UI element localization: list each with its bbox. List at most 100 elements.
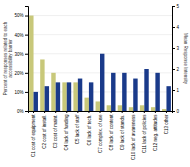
tick-label: 3 [177, 46, 180, 51]
bar [151, 107, 155, 111]
bar [107, 105, 111, 111]
bar [89, 82, 93, 111]
bar [73, 82, 77, 111]
bar [133, 79, 137, 111]
tick-label: C6 lack of tech. [86, 115, 91, 146]
tick: 3 [172, 46, 180, 51]
tick-mark [88, 111, 89, 113]
tick: C4 lack of funding [64, 111, 69, 151]
x-axis: C1 cost of equipment C2 cost of install. C… [29, 111, 173, 160]
tick-mark [25, 16, 28, 17]
tick: 1 [172, 88, 180, 93]
bar [100, 54, 104, 111]
tick: C12 neg. attitudes [153, 111, 158, 151]
grid-line [28, 15, 172, 16]
tick-label: 0 [177, 109, 180, 114]
tick-mark [172, 90, 175, 91]
bar [84, 98, 88, 111]
tick-label: 30% [14, 52, 23, 57]
tick-mark [100, 111, 101, 113]
tick-label: C8 lack of content [109, 114, 114, 151]
tick-mark [172, 48, 175, 49]
bar [67, 82, 71, 111]
tick: 0% [17, 109, 28, 114]
tick-label: 10% [14, 90, 23, 95]
grid-line [28, 34, 172, 35]
tick-label: 4 [177, 25, 180, 30]
tick-mark [25, 54, 28, 55]
tick-label: 40% [14, 33, 23, 38]
bar [62, 82, 66, 111]
tick-mark [25, 73, 28, 74]
grid [28, 16, 172, 111]
bar [45, 86, 49, 111]
tick-mark [144, 111, 145, 113]
tick: 20% [14, 71, 28, 76]
tick-label: C5 lack of staff [75, 114, 80, 144]
tick-mark [172, 27, 175, 28]
tick: C3 cost of maint. [53, 111, 58, 148]
axis-line [29, 112, 173, 114]
bar [40, 59, 44, 111]
tick: C10 lack of awareness [131, 111, 136, 160]
tick-label: C7 complex. of use [98, 114, 103, 153]
tick-label: C12 neg. attitudes [153, 114, 158, 151]
tick: 10% [14, 90, 28, 95]
tick-label: C13 other [164, 114, 169, 134]
tick: 5 [172, 4, 180, 9]
tick-mark [25, 111, 28, 112]
bar [162, 109, 166, 111]
axis-line [25, 7, 29, 112]
tick: C9 lack of stands. [120, 111, 125, 150]
tick-label: C9 lack of stands. [120, 115, 125, 151]
tick-mark [172, 6, 175, 7]
bars [29, 16, 171, 111]
bar [51, 73, 55, 111]
tick-mark [77, 111, 78, 113]
bar [34, 92, 38, 111]
tick-mark [55, 111, 56, 113]
tick: C6 lack of tech. [86, 111, 91, 146]
tick: 40% [14, 33, 28, 38]
tick-label: C2 cost of install. [42, 115, 47, 149]
tick-label: C11 lack of policies [142, 114, 147, 153]
tick-mark [44, 111, 45, 113]
y2-axis: 0 1 2 3 4 5 [172, 4, 180, 114]
tick-mark [25, 35, 28, 36]
tick: C11 lack of policies [142, 111, 147, 153]
tick-mark [166, 111, 167, 113]
bar [56, 82, 60, 111]
tick-label: C10 lack of awareness [131, 114, 136, 160]
tick: 2 [172, 67, 180, 72]
bar-series [29, 16, 166, 111]
bar [166, 86, 170, 111]
bar [144, 69, 148, 111]
bar [140, 105, 144, 111]
bar [118, 105, 122, 111]
tick-mark [66, 111, 67, 113]
tick-label: 20% [14, 71, 23, 76]
bar [78, 79, 82, 111]
tick-label: 0% [17, 109, 24, 114]
tick: C2 cost of install. [42, 111, 47, 149]
bar [29, 16, 33, 111]
tick: C5 lack of staff [75, 111, 80, 144]
y-axis-label: Percent of responses related to eachacce… [3, 21, 13, 95]
tick: 30% [14, 52, 28, 57]
chart: 0% 10% 20% 30% 40% 50% 0 1 2 3 4 5 C1 cost of equipm… [0, 0, 190, 167]
tick-label: C3 cost of maint. [53, 115, 58, 149]
y2-axis-label: Mean Response Intensity [183, 33, 188, 85]
tick: 0 [172, 109, 180, 114]
tick-label: C4 lack of funding [64, 114, 69, 151]
y-axis: 0% 10% 20% 30% 40% 50% [14, 7, 28, 114]
bar [155, 73, 159, 111]
tick-label: 50% [14, 13, 23, 18]
axis-line [173, 7, 176, 112]
bar [96, 101, 100, 111]
tick: 4 [172, 25, 180, 30]
tick: C13 other [164, 111, 169, 134]
bar [122, 73, 126, 111]
tick-label: C1 cost of equipment [31, 114, 36, 157]
bar-series [34, 54, 171, 111]
plot: 0% 10% 20% 30% 40% 50% 0 1 2 3 4 5 C1 cost of equipm… [14, 4, 179, 160]
